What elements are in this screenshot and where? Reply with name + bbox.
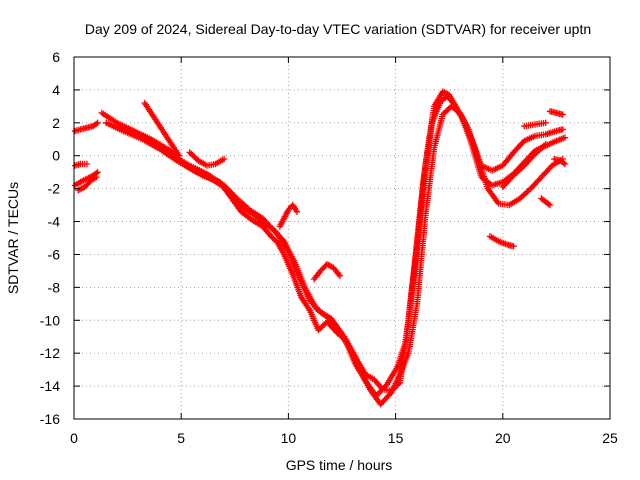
series-arc-dip [310,261,344,283]
series-arc-c [71,160,91,169]
series-arc-tail-2 [521,119,549,130]
x-tick-label: 20 [495,430,511,446]
y-tick-label: -12 [40,345,60,361]
series-arc-upper [141,99,183,159]
series-markers [141,99,183,159]
series-markers [521,119,549,130]
series-markers [546,108,566,118]
series-arc-side [276,201,301,230]
series-markers [499,141,549,191]
y-tick-label: -2 [48,181,61,197]
series-arc-tail-5 [551,155,569,168]
series-arc-tail-4 [546,108,566,118]
series-markers [75,173,100,194]
y-tick-label: 6 [52,49,60,65]
series-markers [486,233,517,250]
y-tick-label: -14 [40,378,60,394]
chart-title: Day 209 of 2024, Sidereal Day-to-day VTE… [85,21,591,37]
x-tick-label: 25 [602,430,618,446]
series-markers [71,160,91,169]
y-tick-label: -10 [40,312,60,328]
y-axis-label: SDTVAR / TECUs [5,182,21,294]
series-arc-tail-1 [499,141,549,191]
series-arc-tail-3 [538,195,554,209]
series-main-3 [117,103,566,408]
series-markers [71,119,101,135]
x-axis-label: GPS time / hours [286,457,393,473]
series-arc-b [71,169,101,189]
grid [74,57,610,419]
series-markers [538,195,554,209]
series-markers [276,201,301,230]
x-tick-label: 15 [388,430,404,446]
series-arc-mid [186,149,228,169]
series-arc-d [75,173,100,194]
y-tick-label: -8 [48,279,61,295]
series-markers [71,169,101,189]
y-tick-label: -6 [48,246,61,262]
y-tick-label: 2 [52,115,60,131]
series-arc-low [486,233,517,250]
series-layer [71,88,569,408]
x-tick-label: 0 [70,430,78,446]
plot-frame [73,56,611,420]
series-markers [117,103,566,408]
y-tick-label: 4 [52,82,60,98]
series-arc-a [71,119,101,135]
series-markers [186,149,228,169]
x-tick-label: 10 [281,430,297,446]
y-tick-label: 0 [52,148,60,164]
series-markers [551,155,569,168]
y-tick-label: -16 [40,411,60,427]
ticks: 0 5 10 15 20 25 -16 -14 -12 -10 -8 -6 -4 -2 0 2 4 6 [40,49,618,446]
x-tick-label: 5 [177,430,185,446]
y-tick-label: -4 [48,214,61,230]
series-markers [310,261,344,283]
